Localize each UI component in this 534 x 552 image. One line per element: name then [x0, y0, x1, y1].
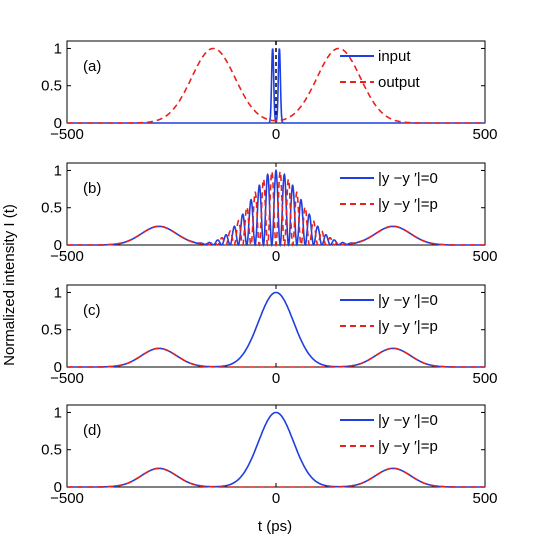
- y-tick-label: 1: [54, 162, 62, 179]
- x-tick-label: 500: [472, 126, 497, 143]
- legend-entry: |y −y ′|=p: [378, 196, 438, 213]
- panel-label: (d): [83, 422, 101, 439]
- legend-entry: output: [378, 74, 421, 91]
- panel-c: 00.51−500 0 500(c)|y −y ′|=0|y −y ′|=p: [41, 284, 497, 387]
- y-axis-label: Normalized intensity I (t): [1, 204, 18, 366]
- legend-entry: |y −y ′|=0: [378, 292, 438, 309]
- x-axis-label: t (ps): [258, 518, 292, 535]
- x-tick-label: −500: [50, 126, 84, 143]
- legend-entry: |y −y ′|=0: [378, 412, 438, 429]
- y-tick-label: 0.5: [41, 78, 62, 95]
- legend-entry: |y −y ′|=0: [378, 170, 438, 187]
- series-line-dashed: [67, 467, 485, 488]
- x-tick-label: 500: [472, 248, 497, 265]
- legend-entry: |y −y ′|=p: [378, 438, 438, 455]
- y-tick-label: 0.5: [41, 322, 62, 339]
- x-tick-label: −500: [50, 490, 84, 507]
- series-line-dashed: [67, 347, 485, 368]
- x-tick-label: 0: [272, 370, 280, 387]
- y-tick-label: 0: [54, 359, 62, 376]
- plot-frame: [66, 40, 486, 124]
- series-line-dashed: [67, 169, 485, 248]
- y-tick-label: 0.5: [41, 442, 62, 459]
- panel-label: (b): [83, 180, 101, 197]
- x-tick-label: 500: [472, 490, 497, 507]
- y-tick-label: 0: [54, 237, 62, 254]
- panel-d: 00.51−500 0 500(d)|y −y ′|=0|y −y ′|=p: [41, 404, 497, 507]
- x-tick-label: −500: [50, 370, 84, 387]
- x-tick-label: 0: [272, 490, 280, 507]
- legend-entry: input: [378, 48, 411, 65]
- y-tick-label: 0: [54, 115, 62, 132]
- y-tick-label: 0: [54, 479, 62, 496]
- x-tick-label: 0: [272, 126, 280, 143]
- legend-entry: |y −y ′|=p: [378, 318, 438, 335]
- x-tick-label: 500: [472, 370, 497, 387]
- panel-b: 00.51−500 0 500(b)|y −y ′|=0|y −y ′|=p: [41, 162, 497, 265]
- y-tick-label: 0.5: [41, 200, 62, 217]
- x-tick-label: 0: [272, 248, 280, 265]
- panel-label: (a): [83, 58, 101, 75]
- y-tick-label: 1: [54, 284, 62, 301]
- x-tick-label: −500: [50, 248, 84, 265]
- series-line-dashed: [67, 47, 485, 124]
- y-tick-label: 1: [54, 404, 62, 421]
- panel-label: (c): [83, 302, 101, 319]
- y-tick-label: 1: [54, 40, 62, 57]
